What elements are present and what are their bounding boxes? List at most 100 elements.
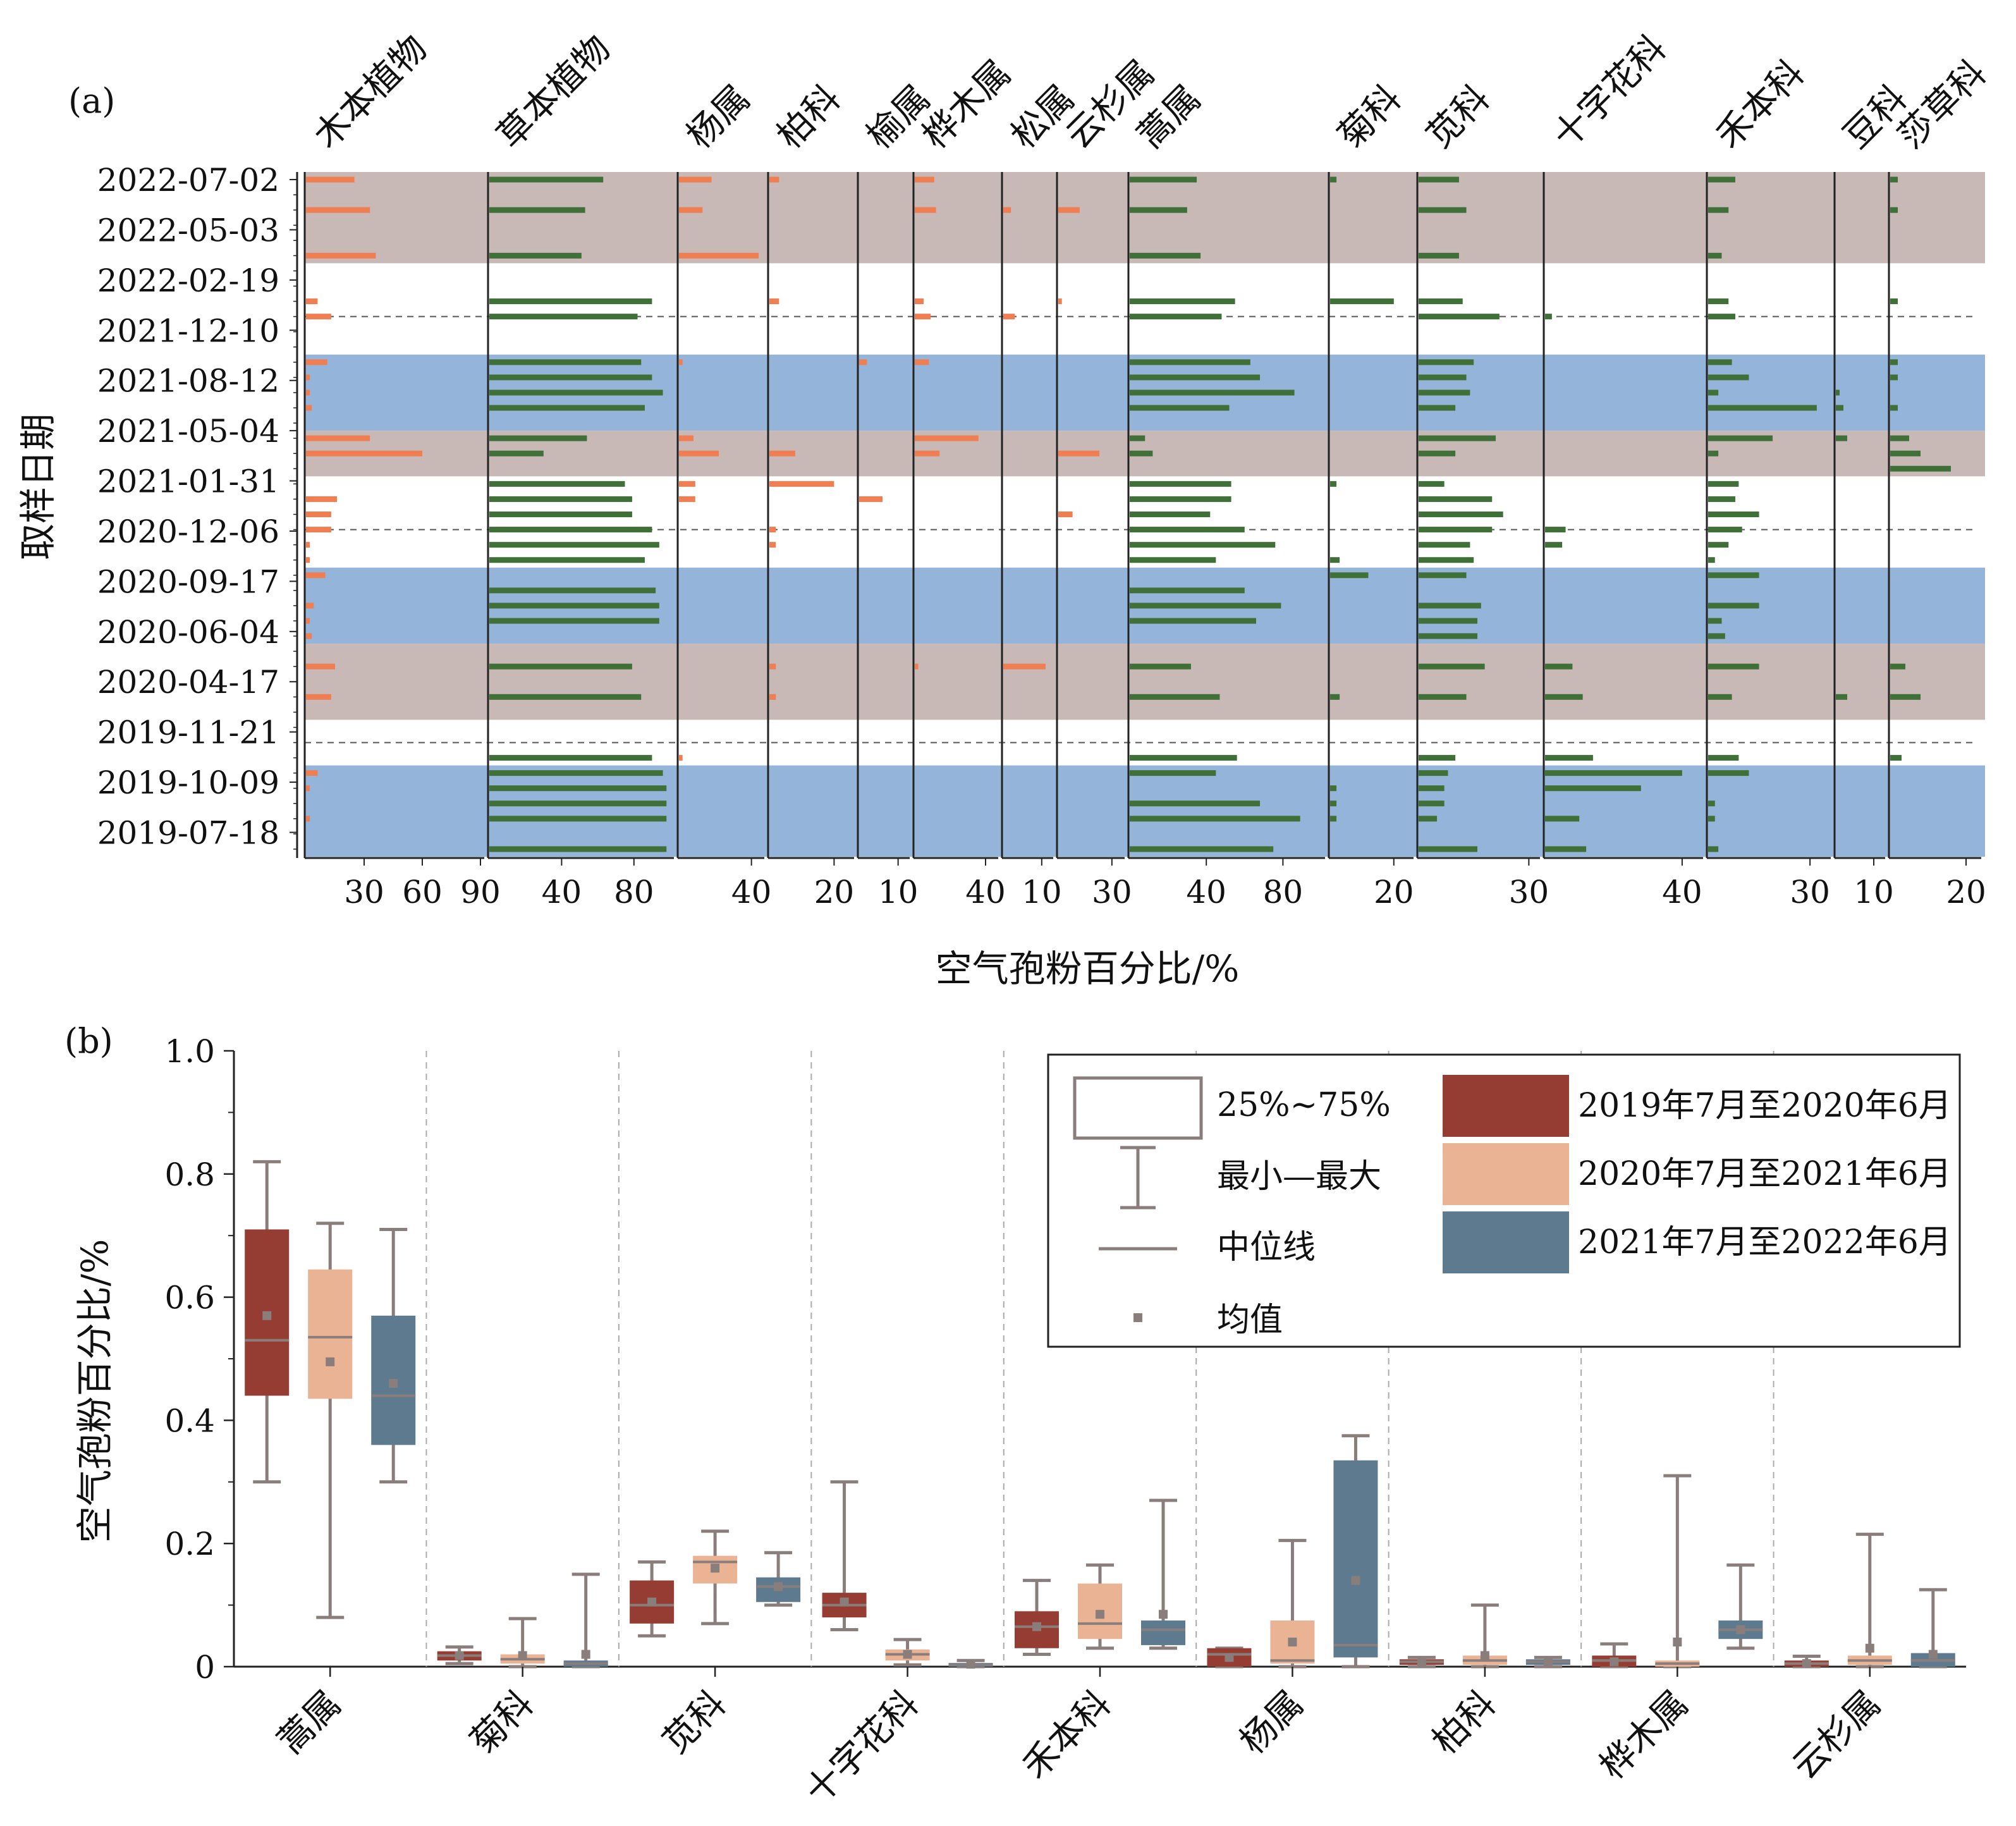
legend-series-label: 2021年7月至2022年6月 bbox=[1578, 1223, 1952, 1261]
bar-莎草科 bbox=[1890, 374, 1898, 381]
bar-杨属 bbox=[679, 435, 693, 441]
strip-tick-label: 40 bbox=[1662, 874, 1702, 910]
season-band-autumn bbox=[305, 765, 1985, 857]
bar-禾本科 bbox=[1708, 481, 1739, 487]
mean-marker bbox=[1288, 1638, 1297, 1647]
bar-苋科 bbox=[1419, 572, 1467, 579]
mean-marker bbox=[262, 1311, 272, 1320]
bar-草本植物 bbox=[489, 374, 652, 381]
bar-豆科 bbox=[1836, 694, 1847, 700]
legend-mean-swatch bbox=[1133, 1313, 1142, 1322]
bar-莎草科 bbox=[1890, 755, 1902, 761]
bar-木本植物 bbox=[306, 405, 312, 411]
mean-marker bbox=[1351, 1576, 1360, 1585]
bar-松属 bbox=[1003, 314, 1015, 320]
strip-tick-label: 90 bbox=[460, 874, 501, 910]
value-tick-label: 0.4 bbox=[164, 1402, 215, 1439]
bar-柏科 bbox=[769, 542, 776, 548]
bar-禾本科 bbox=[1708, 405, 1817, 411]
bar-木本植物 bbox=[306, 663, 335, 670]
mean-marker bbox=[1673, 1638, 1682, 1647]
date-tick-label: 2020-04-17 bbox=[97, 664, 279, 701]
date-tick-label: 2021-12-10 bbox=[97, 312, 279, 349]
bar-草本植物 bbox=[489, 252, 582, 259]
bar-杨属 bbox=[679, 207, 703, 213]
bar-草本植物 bbox=[489, 694, 642, 700]
mean-marker bbox=[1543, 1657, 1553, 1667]
bar-十字花科 bbox=[1545, 694, 1583, 700]
date-tick-label: 2022-02-19 bbox=[97, 262, 279, 299]
bar-草本植物 bbox=[489, 603, 659, 609]
bar-菊科 bbox=[1330, 694, 1340, 700]
bar-蒿属 bbox=[1130, 450, 1153, 456]
bar-蒿属 bbox=[1130, 694, 1220, 700]
legend-whisker-label: 最小—最大 bbox=[1217, 1158, 1381, 1196]
strip-tick-label: 40 bbox=[542, 874, 582, 910]
strip-tick-label: 20 bbox=[1946, 874, 1986, 910]
date-tick-label: 2019-10-09 bbox=[97, 764, 279, 801]
strip-tick-label: 80 bbox=[614, 874, 654, 910]
bar-菊科 bbox=[1330, 557, 1340, 563]
bar-禾本科 bbox=[1708, 512, 1759, 517]
bar-苋科 bbox=[1419, 298, 1463, 305]
bar-蒿属 bbox=[1130, 557, 1216, 563]
bar-莎草科 bbox=[1890, 405, 1898, 411]
bar-十字花科 bbox=[1545, 663, 1573, 670]
bar-木本植物 bbox=[306, 633, 312, 639]
bar-云杉属 bbox=[1058, 512, 1073, 517]
bar-草本植物 bbox=[489, 785, 667, 792]
bar-十字花科 bbox=[1545, 816, 1580, 822]
bar-柏科 bbox=[769, 694, 776, 700]
bar-蒿属 bbox=[1130, 314, 1222, 320]
strip-tick-label: 10 bbox=[1022, 874, 1062, 910]
legend-series-swatch bbox=[1443, 1075, 1569, 1137]
bar-豆科 bbox=[1836, 435, 1847, 441]
strip-tick-label: 30 bbox=[1509, 874, 1549, 910]
bar-木本植物 bbox=[306, 450, 422, 456]
bar-木本植物 bbox=[306, 252, 376, 259]
bar-禾本科 bbox=[1708, 694, 1732, 700]
bar-杨属 bbox=[679, 755, 683, 761]
bar-十字花科 bbox=[1545, 770, 1682, 776]
box bbox=[1333, 1460, 1378, 1658]
strip-tick-label: 30 bbox=[344, 874, 384, 910]
bar-苋科 bbox=[1419, 481, 1445, 487]
strip-tick-label: 10 bbox=[878, 874, 919, 910]
bar-禾本科 bbox=[1708, 816, 1715, 822]
mean-marker bbox=[711, 1564, 720, 1573]
mean-marker bbox=[1032, 1622, 1041, 1631]
mean-marker bbox=[1928, 1650, 1938, 1659]
date-tick-label: 2020-06-04 bbox=[97, 614, 279, 651]
strip-tick-label: 20 bbox=[814, 874, 855, 910]
bar-禾本科 bbox=[1708, 450, 1719, 456]
bar-禾本科 bbox=[1708, 176, 1735, 183]
legend-median-label: 中位线 bbox=[1217, 1229, 1316, 1266]
bar-草本植物 bbox=[489, 359, 642, 365]
date-tick-label: 2021-08-12 bbox=[97, 363, 279, 400]
bar-菊科 bbox=[1330, 298, 1394, 305]
bar-菊科 bbox=[1330, 800, 1337, 807]
bar-木本植物 bbox=[306, 389, 310, 396]
bar-豆科 bbox=[1836, 389, 1840, 396]
panel-a-ylabel: 取样日期 bbox=[16, 414, 59, 560]
bar-禾本科 bbox=[1708, 770, 1749, 776]
bar-草本植物 bbox=[489, 176, 604, 183]
bar-木本植物 bbox=[306, 816, 310, 822]
bar-莎草科 bbox=[1890, 450, 1921, 456]
bar-蒿属 bbox=[1130, 389, 1295, 396]
bar-木本植物 bbox=[306, 512, 331, 517]
bar-云杉属 bbox=[1058, 207, 1080, 213]
bar-苋科 bbox=[1419, 450, 1456, 456]
panel-b-ylabel: 空气孢粉百分比/% bbox=[73, 1239, 116, 1543]
bar-苋科 bbox=[1419, 603, 1481, 609]
bar-木本植物 bbox=[306, 770, 318, 776]
bar-苋科 bbox=[1419, 314, 1500, 320]
bar-禾本科 bbox=[1708, 663, 1759, 670]
bar-木本植物 bbox=[306, 603, 314, 609]
panel-b-box-chart: 00.20.40.60.81.0 蒿属 菊科 苋科 十字花科 禾本科 杨属 柏科 桦木属 云杉属… bbox=[164, 1033, 1966, 1812]
bar-柏科 bbox=[769, 663, 776, 670]
bar-禾本科 bbox=[1708, 207, 1729, 213]
bar-杨属 bbox=[679, 176, 712, 183]
bar-桦木属 bbox=[915, 176, 934, 183]
strip-tick-label: 80 bbox=[1263, 874, 1304, 910]
